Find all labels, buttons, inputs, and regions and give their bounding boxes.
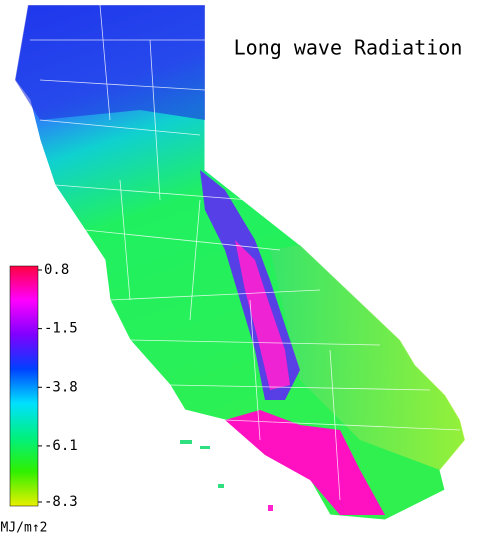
colorbar-tick-label: -8.3 <box>44 494 78 510</box>
north-coast <box>15 5 205 120</box>
map-title: Long wave Radiation <box>234 36 463 60</box>
colorbar: MJ/m↑2 0.8 -1.5 -3.8 -6.1 -8.3 <box>1 262 78 536</box>
islands <box>180 440 273 511</box>
colorbar-unit: MJ/m↑2 <box>1 521 48 536</box>
southern-mountains <box>225 410 385 515</box>
colorbar-ramp <box>9 265 39 507</box>
sierra-peak <box>235 240 290 390</box>
eastern-desert <box>270 245 465 470</box>
colorbar-tick-label: -6.1 <box>44 438 78 454</box>
california-map <box>14 4 466 521</box>
county-lines <box>30 4 461 501</box>
colorbar-tick-label: -1.5 <box>44 321 78 337</box>
colorbar-tick-label: 0.8 <box>44 262 69 278</box>
colorbar-tick-label: -3.8 <box>44 379 78 395</box>
